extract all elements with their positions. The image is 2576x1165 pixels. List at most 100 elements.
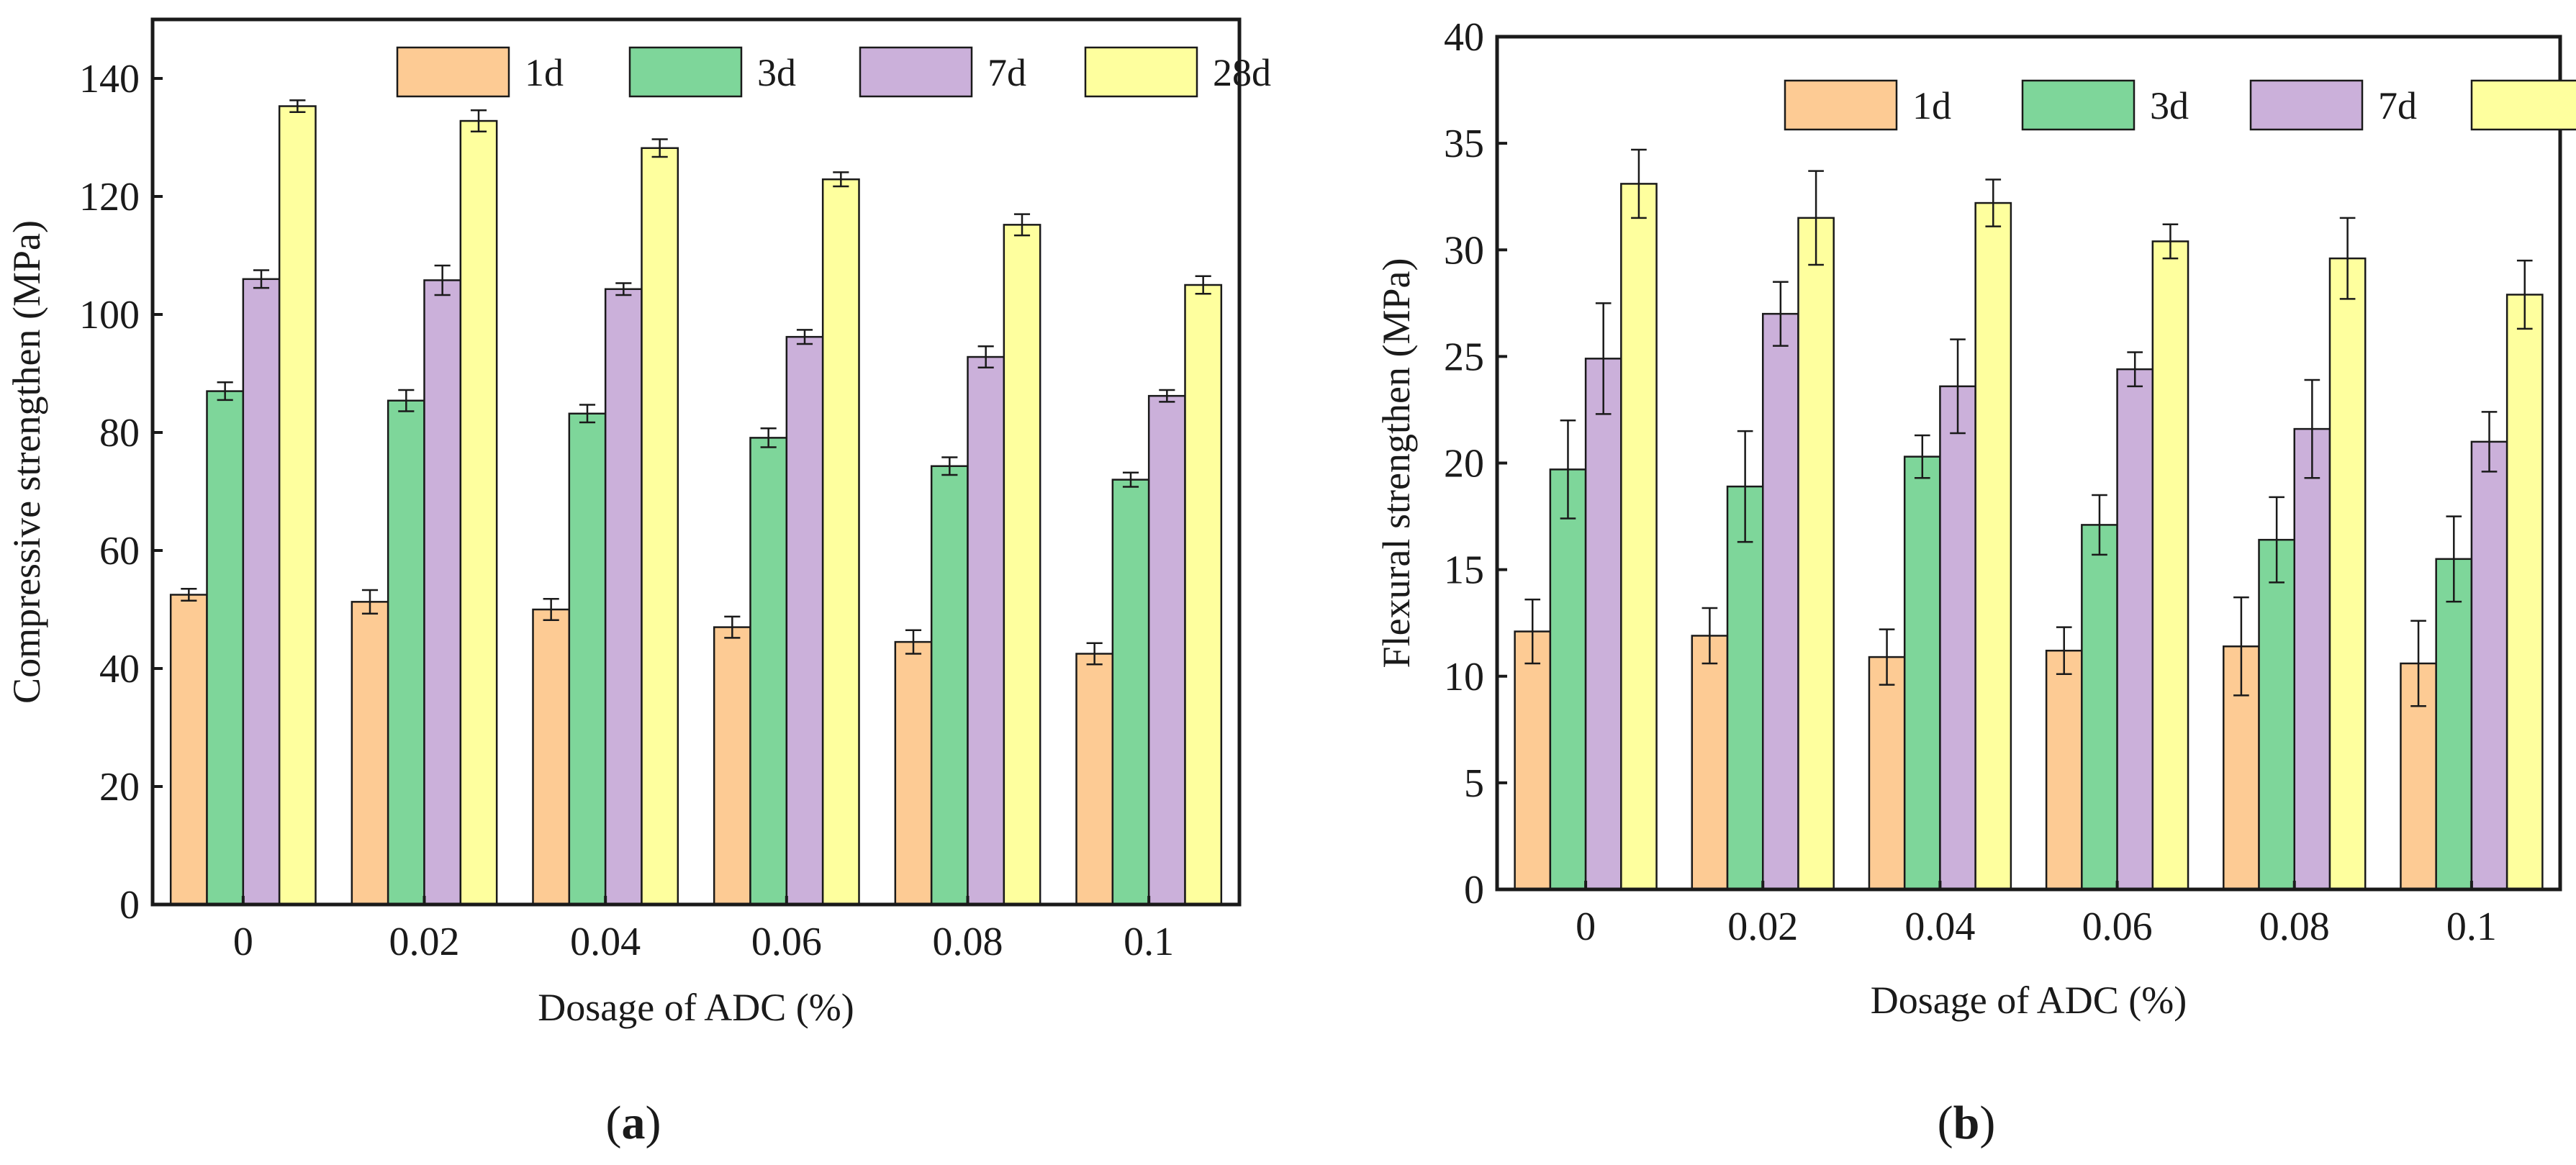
panel-label: (b) — [1938, 1097, 1996, 1149]
bar-28d-0.02 — [459, 119, 498, 906]
bar-3d-0.04 — [1903, 455, 1941, 891]
x-axis-title: Dosage of ADC (%) — [1871, 979, 2187, 1022]
y-tick-label-120: 120 — [79, 175, 140, 219]
legend-swatch-3d — [628, 46, 743, 98]
bar-3d-0.06 — [2081, 524, 2118, 891]
bar-7d-0.02 — [1762, 312, 1799, 891]
chart-panel-a: 0 20 40 60 80 100 120 140 0 0.02 0.04 0.06 0.08 0.1 Do… — [5, 17, 1271, 1149]
y-tick-label-60: 60 — [99, 529, 140, 574]
legend-swatch-28d — [1084, 46, 1198, 98]
legend-label-3d: 3d — [757, 51, 796, 94]
bar-28d-0.08 — [1003, 224, 1041, 906]
x-tick-label-0.08: 0.08 — [2259, 905, 2330, 949]
y-tick-label-140: 140 — [79, 57, 140, 101]
y-tick-label-40: 40 — [99, 647, 140, 692]
bar-1d-0.1 — [1075, 653, 1114, 906]
x-tick-label-0.06: 0.06 — [2082, 905, 2153, 949]
x-tick-label-0.1: 0.1 — [1124, 920, 1174, 964]
y-tick-label-100: 100 — [79, 293, 140, 337]
y-tick-label-30: 30 — [1444, 228, 1484, 273]
y-tick-label-0: 0 — [119, 883, 140, 928]
legend-swatch-1d — [1784, 79, 1898, 131]
bar-28d-0.1 — [1184, 284, 1223, 906]
y-tick-label-5: 5 — [1464, 761, 1484, 806]
bar-1d-0.04 — [1868, 656, 1906, 891]
x-tick-label-0.04: 0.04 — [570, 920, 641, 964]
bar-7d-0.02 — [423, 279, 462, 906]
bar-7d-0.06 — [785, 335, 824, 906]
bar-28d-0.04 — [1974, 201, 2012, 891]
bar-7d-0.04 — [604, 288, 643, 906]
bar-1d-0 — [169, 594, 208, 906]
bar-28d-0 — [278, 105, 317, 906]
legend-swatch-1d — [396, 46, 510, 98]
y-axis-title: Compressive strengthen (MPa) — [5, 220, 48, 704]
y-tick-label-25: 25 — [1444, 335, 1484, 379]
bar-3d-0.02 — [1726, 485, 1764, 891]
y-tick-label-15: 15 — [1444, 548, 1484, 593]
bar-3d-0.06 — [749, 437, 788, 906]
panel-label: (a) — [606, 1097, 661, 1149]
panel-label-part: ) — [1979, 1097, 1995, 1149]
bar-1d-0.04 — [532, 608, 571, 906]
bar-3d-0.02 — [387, 399, 425, 906]
y-tick-label-0: 0 — [1464, 868, 1484, 912]
x-tick-label-0: 0 — [233, 920, 253, 964]
x-axis-title: Dosage of ADC (%) — [538, 986, 854, 1029]
y-tick-label-40: 40 — [1444, 15, 1484, 60]
bar-3d-0 — [1549, 468, 1587, 891]
x-tick-label-0.06: 0.06 — [751, 920, 822, 964]
legend-swatch-3d — [2021, 79, 2136, 131]
legend-label-7d: 7d — [2378, 84, 2417, 127]
bar-1d-0.08 — [894, 640, 933, 906]
bar-28d-0.06 — [2151, 240, 2189, 891]
y-tick-label-10: 10 — [1444, 655, 1484, 699]
legend-swatch-7d — [2249, 79, 2364, 131]
bar-3d-0 — [206, 390, 245, 906]
bar-28d-0 — [1620, 183, 1658, 891]
bar-1d-0 — [1514, 630, 1552, 891]
bar-7d-0.08 — [2293, 427, 2331, 891]
legend-swatch-7d — [859, 46, 973, 98]
bar-3d-0.04 — [568, 412, 607, 906]
legend-label-1d: 1d — [1912, 84, 1951, 127]
x-tick-label-0.08: 0.08 — [933, 920, 1003, 964]
bar-1d-0.06 — [713, 626, 751, 906]
bar-3d-0.08 — [930, 465, 969, 906]
chart-panel-b: 0 5 10 15 20 25 30 35 40 0 0.02 0.04 0.06 0.08 0.1 Dosa… — [1375, 15, 2576, 1149]
x-tick-label-0.02: 0.02 — [1727, 905, 1798, 949]
bar-7d-0.06 — [2116, 368, 2154, 891]
bar-7d-0 — [242, 278, 281, 906]
y-tick-label-35: 35 — [1444, 122, 1484, 166]
panel-label-part: ) — [646, 1097, 661, 1149]
legend-label-3d: 3d — [2150, 84, 2189, 127]
x-tick-label-0: 0 — [1576, 905, 1596, 949]
bar-1d-0.02 — [351, 601, 389, 906]
bar-1d-0.06 — [2045, 649, 2083, 891]
bar-3d-0.1 — [1111, 479, 1150, 906]
bar-28d-0.08 — [2328, 257, 2367, 891]
bar-28d-0.1 — [2505, 294, 2544, 891]
y-tick-label-80: 80 — [99, 411, 140, 455]
plot-frame — [150, 17, 1242, 907]
y-axis-title: Flexural strengthen (MPa) — [1375, 258, 1418, 668]
bar-7d-0 — [1584, 358, 1622, 891]
bar-1d-0.02 — [1691, 635, 1729, 891]
bar-7d-0.1 — [2470, 440, 2508, 891]
bar-28d-0.02 — [1797, 217, 1835, 891]
bar-7d-0.08 — [967, 355, 1005, 906]
bar-28d-0.04 — [641, 147, 679, 906]
bar-7d-0.1 — [1147, 394, 1186, 906]
x-tick-label-0.04: 0.04 — [1904, 905, 1975, 949]
panel-label-part: ( — [1938, 1097, 1953, 1149]
bar-3d-0.1 — [2435, 558, 2473, 891]
panel-label-part: b — [1953, 1097, 1980, 1149]
bar-7d-0.04 — [1939, 385, 1976, 891]
legend-label-1d: 1d — [525, 51, 564, 94]
panel-label-part: a — [622, 1097, 646, 1149]
y-tick-label-20: 20 — [1444, 442, 1484, 486]
y-tick-label-20: 20 — [99, 765, 140, 810]
